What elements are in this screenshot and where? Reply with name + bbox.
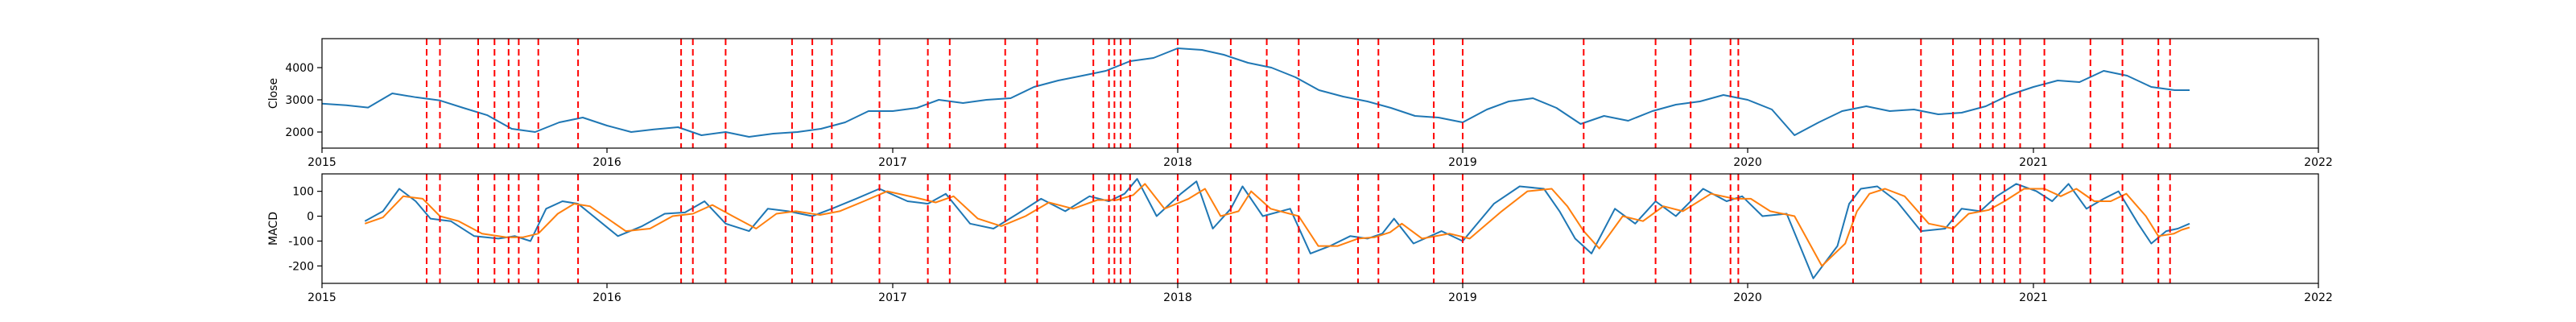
close-ytick-label-1: 3000 [285,94,314,107]
macd-xtick-label-1: 2016 [592,291,621,304]
close-xtick-label-2: 2017 [878,156,907,169]
close-xtick-label-4: 2019 [1448,156,1477,169]
macd-plot-frame [321,173,2319,284]
macd-signal-line [364,183,2190,267]
macd-ytick-label-3: 100 [292,186,314,199]
macd-ytick-label-1: -100 [288,235,314,248]
close-xtick-label-6: 2021 [2019,156,2048,169]
close-xtick-label-0: 2015 [308,156,336,169]
macd-axis-label: MACD [267,212,280,246]
macd-ytick-label-2: 0 [307,211,314,224]
close-ytick-label-2: 4000 [285,62,314,75]
macd-xtick-label-6: 2021 [2019,291,2048,304]
close-price-panel: Close 2000 3000 4000 2015 2016 2017 2018 2019 20… [267,38,2333,169]
macd-xtick-label-7: 2022 [2304,291,2333,304]
macd-xtick-label-3: 2018 [1163,291,1192,304]
close-line [321,47,2190,138]
close-xtick-label-3: 2018 [1163,156,1192,169]
close-xtick-label-1: 2016 [592,156,621,169]
macd-panel: MACD -200 -100 0 100 2015 2016 2017 2018 2019 202… [267,173,2333,304]
close-xtick-label-5: 2020 [1733,156,1762,169]
close-axis-label: Close [267,78,280,109]
macd-xtick-label-5: 2020 [1733,291,1762,304]
close-xtick-label-7: 2022 [2304,156,2333,169]
macd-xtick-label-0: 2015 [308,291,336,304]
close-plot-frame [321,38,2319,149]
macd-xtick-label-4: 2019 [1448,291,1477,304]
close-ytick-label-0: 2000 [285,126,314,139]
macd-line [364,178,2190,279]
macd-xtick-label-2: 2017 [878,291,907,304]
macd-ytick-label-0: -200 [288,260,314,273]
